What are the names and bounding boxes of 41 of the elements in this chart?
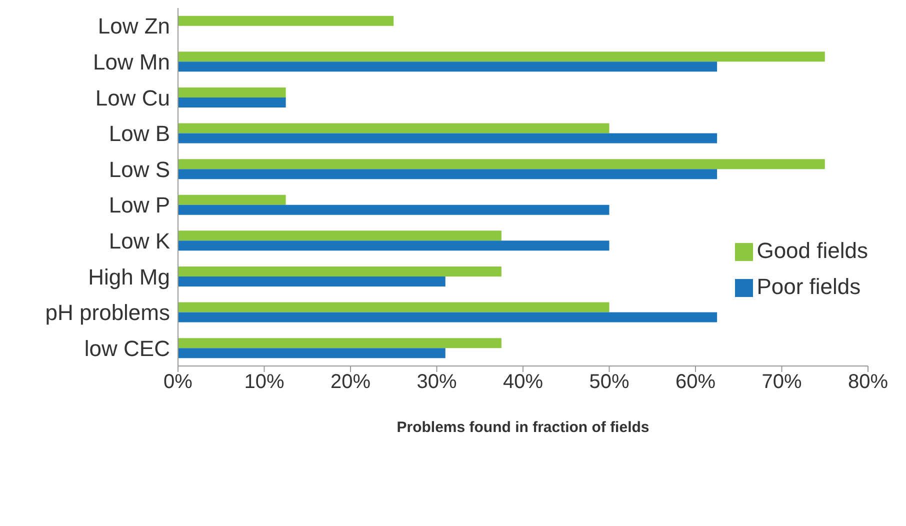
legend-label: Poor fields [756, 274, 861, 299]
bar [178, 230, 502, 241]
x-tick-label: 80% [848, 371, 888, 394]
y-tick-label: Low Zn [98, 14, 170, 39]
y-tick-label: Low Mn [92, 50, 170, 75]
bar [178, 276, 446, 286]
y-tick-label: low CEC [84, 336, 170, 361]
bar [178, 348, 446, 358]
bar [178, 52, 825, 62]
y-tick-label: Low P [108, 192, 170, 218]
x-tick-label: 0% [164, 371, 193, 394]
bar [178, 123, 610, 134]
x-tick-label: 30% [416, 371, 457, 394]
y-tick-label: Low S [108, 156, 170, 182]
y-tick-label: Low B [108, 121, 170, 146]
legend-label: Good fields [756, 238, 868, 263]
y-tick-label: pH problems [45, 300, 170, 326]
bar [178, 16, 394, 26]
bar [178, 133, 718, 144]
bar [178, 194, 286, 205]
bar [178, 312, 718, 322]
bar [178, 62, 718, 72]
y-tick-label: Low Cu [95, 85, 170, 110]
x-tick-label: 60% [675, 371, 716, 394]
bar [178, 159, 825, 170]
bar [178, 240, 610, 251]
bar [178, 302, 610, 312]
x-tick-label: 10% [244, 371, 284, 394]
y-tick-label: Low K [108, 228, 170, 254]
x-tick-label: 70% [762, 371, 802, 394]
bar [178, 97, 286, 108]
bar [178, 169, 718, 180]
x-tick-label: 50% [589, 371, 630, 394]
x-axis-title: Problems found in fraction of fields [396, 419, 650, 436]
bar [178, 87, 286, 98]
y-tick-label: High Mg [88, 264, 170, 290]
bar [178, 266, 502, 276]
x-tick-label: 20% [330, 371, 371, 394]
bar [178, 204, 610, 215]
x-tick-label: 40% [502, 371, 544, 394]
bar [178, 338, 502, 348]
